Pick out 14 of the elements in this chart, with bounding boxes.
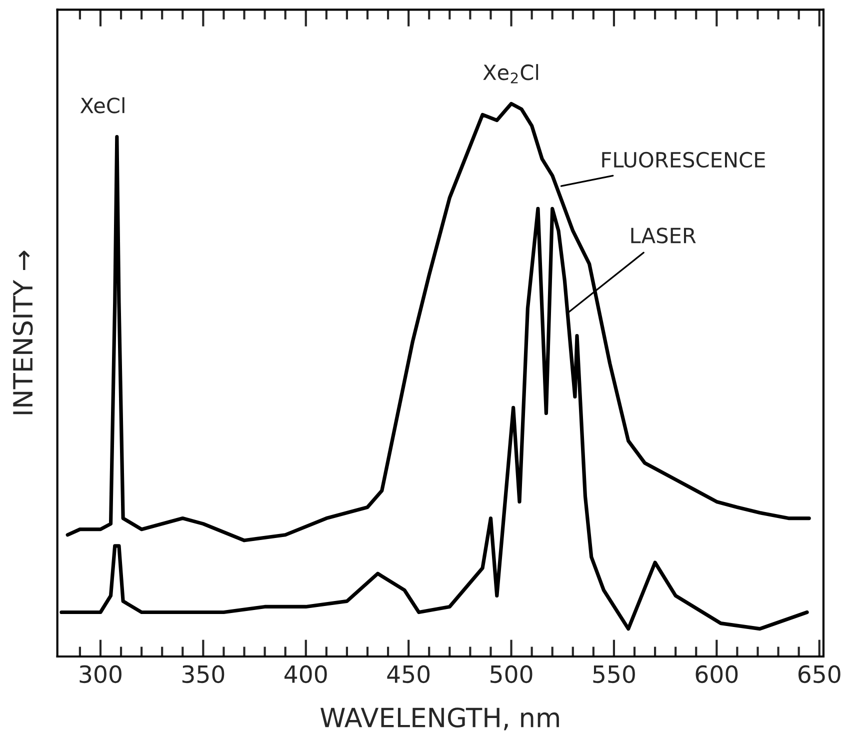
annotation: LASER (631, 228, 696, 244)
annotation: FLUORESCENCE (602, 152, 765, 168)
x-tick-label: 650 (798, 665, 840, 684)
x-tick-label: 450 (387, 665, 430, 684)
y-axis-title: INTENSITY → (12, 250, 33, 414)
x-tick-label: 400 (284, 665, 327, 684)
x-axis-title: WAVELENGTH, nm (320, 708, 559, 730)
annotation: Xe$_{2}$Cl (483, 64, 538, 84)
x-tick-label: 500 (490, 665, 532, 684)
x-tick-label: 350 (182, 665, 224, 684)
x-tick-label: 300 (80, 665, 122, 684)
x-tick-label: 600 (696, 665, 738, 684)
annotation: XeCl (80, 97, 124, 114)
x-tick-label: 550 (593, 665, 635, 684)
